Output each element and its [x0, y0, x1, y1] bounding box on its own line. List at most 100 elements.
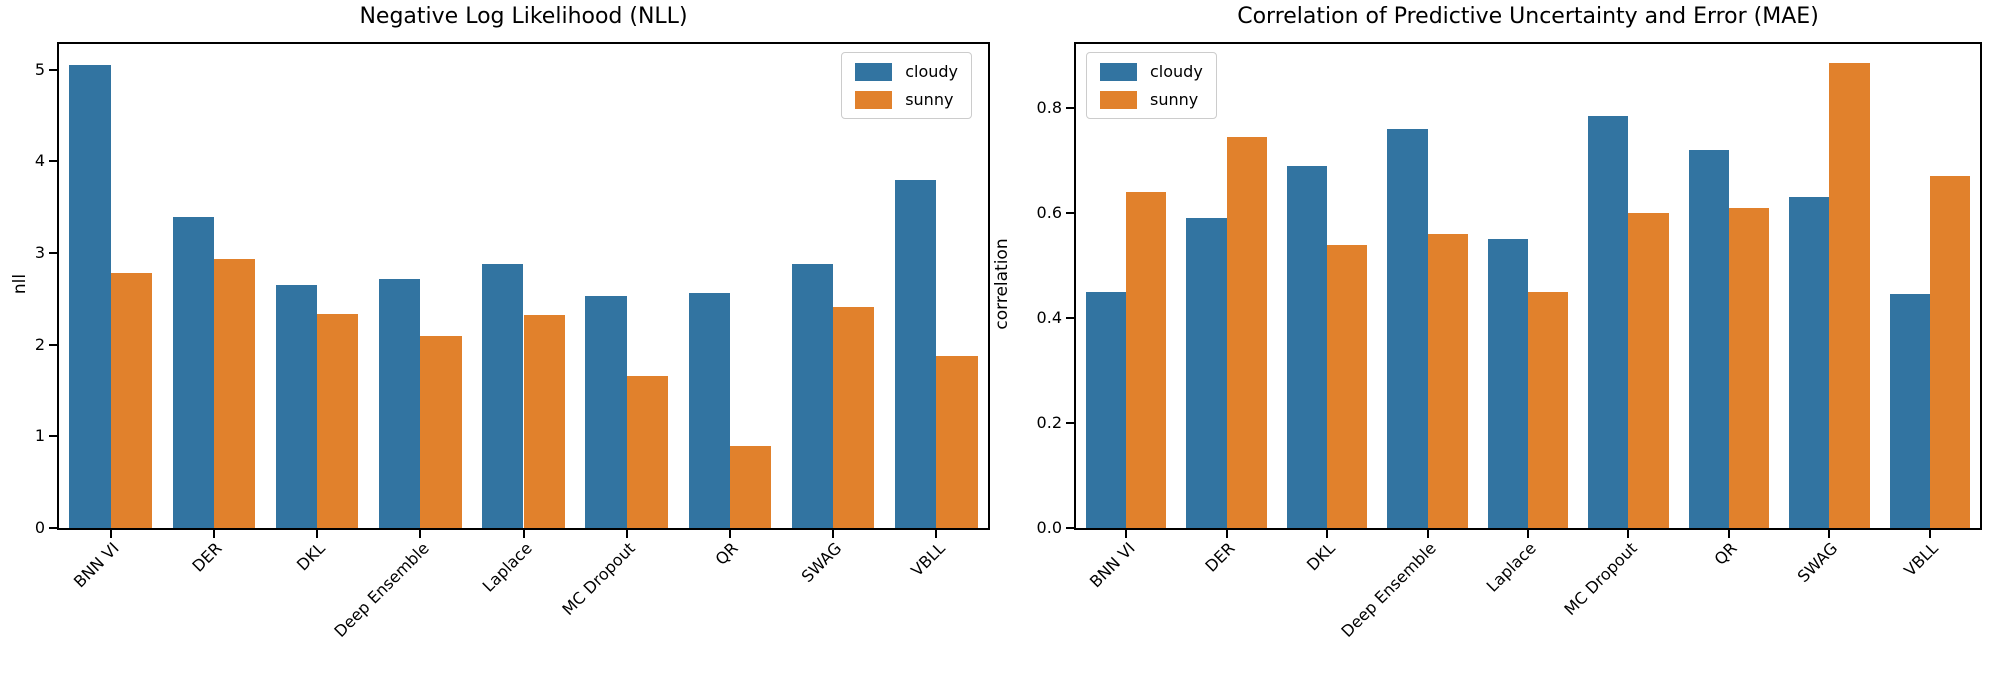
bar-sunny	[1327, 244, 1368, 528]
y-tick-label: 2	[34, 334, 45, 354]
y-tick-mark	[49, 435, 57, 438]
bar-sunny	[420, 336, 462, 528]
legend-swatch-cloudy	[855, 62, 893, 81]
legend-swatch-cloudy	[1100, 62, 1137, 81]
y-tick-label: 0.4	[1036, 308, 1062, 328]
bar-cloudy	[585, 296, 627, 528]
x-tick-mark	[1426, 530, 1429, 538]
bar-cloudy	[1186, 218, 1227, 528]
legend-item-sunny: sunny	[1100, 90, 1203, 109]
x-tick-label: MC Dropout	[1560, 538, 1641, 620]
bar-cloudy	[69, 65, 111, 528]
x-tick-label: BNN VI	[1085, 538, 1139, 592]
x-tick-mark	[212, 530, 215, 538]
x-tick-label: SWAG	[797, 538, 846, 587]
nll-y-axis-label: nll	[10, 273, 30, 295]
bar-sunny	[1628, 213, 1669, 528]
y-tick-label: 0.0	[1036, 518, 1062, 537]
x-tick-label: QR	[711, 538, 742, 569]
x-tick-label: BNN VI	[69, 538, 123, 592]
legend: cloudy sunny	[1086, 52, 1217, 120]
bar-cloudy	[1086, 291, 1127, 528]
bar-cloudy	[895, 179, 937, 528]
x-tick-mark	[625, 530, 628, 538]
x-tick-mark	[935, 530, 938, 538]
y-tick-label: 5	[34, 59, 45, 79]
x-tick-label: DER	[188, 538, 226, 576]
y-tick-mark	[1066, 212, 1074, 215]
bar-sunny	[523, 315, 565, 528]
x-tick-label: Deep Ensemble	[329, 538, 433, 641]
legend-label-cloudy: cloudy	[905, 62, 958, 81]
x-tick-mark	[1727, 530, 1730, 538]
y-tick-mark	[1066, 422, 1074, 425]
bar-sunny	[1728, 207, 1770, 528]
correlation-y-axis-label: correlation	[992, 238, 1012, 330]
legend-item-sunny: sunny	[855, 90, 958, 109]
legend-label-cloudy: cloudy	[1150, 62, 1203, 81]
bar-sunny	[1829, 63, 1870, 528]
bar-sunny	[936, 355, 978, 528]
x-tick-label: Laplace	[1482, 538, 1541, 596]
x-tick-mark	[1225, 530, 1228, 538]
bar-cloudy	[791, 264, 834, 528]
x-tick-mark	[522, 530, 525, 538]
y-tick-mark	[1066, 317, 1074, 320]
y-tick-mark	[49, 343, 57, 346]
legend-item-cloudy: cloudy	[855, 62, 958, 81]
nll-plot-area: 0 1 2 3 4 5 BNN VI DER DKL Deep Ensemble Laplace MC…	[35, 42, 990, 641]
x-tick-mark	[1828, 530, 1831, 538]
y-tick-mark	[49, 68, 57, 71]
bar-sunny	[1226, 136, 1267, 528]
x-tick-label: QR	[1710, 538, 1741, 569]
x-tick-label: VBLL	[1900, 538, 1942, 581]
legend-label-sunny: sunny	[905, 90, 954, 110]
legend-label-sunny: sunny	[1150, 90, 1199, 110]
correlation-chart-title: Correlation of Predictive Uncertainty an…	[1237, 4, 1819, 29]
bar-sunny	[729, 445, 772, 528]
nll-chart-title: Negative Log Likelihood (NLL)	[359, 4, 688, 29]
bar-sunny	[110, 273, 152, 528]
x-tick-mark	[832, 530, 835, 538]
y-tick-mark	[1066, 107, 1074, 110]
x-tick-label: Laplace	[478, 538, 536, 596]
bar-cloudy	[1487, 239, 1528, 528]
y-tick-label: 4	[34, 151, 45, 171]
x-tick-mark	[1627, 530, 1630, 538]
y-tick-label: 0.8	[1036, 98, 1062, 118]
x-tick-label: Deep Ensemble	[1337, 538, 1440, 641]
x-tick-label: MC Dropout	[558, 538, 639, 620]
bar-sunny	[317, 313, 359, 528]
bar-cloudy	[482, 264, 524, 528]
y-tick-mark	[49, 252, 57, 254]
x-tick-mark	[1928, 530, 1931, 538]
x-tick-mark	[1527, 530, 1529, 538]
bar-cloudy	[688, 293, 730, 528]
x-tick-mark	[1125, 530, 1128, 538]
legend-swatch-sunny	[1100, 90, 1137, 109]
y-tick-label: 0.6	[1036, 203, 1062, 223]
y-tick-label: 1	[34, 426, 45, 446]
bar-cloudy	[1789, 197, 1830, 528]
legend: cloudy sunny	[841, 52, 972, 120]
x-tick-label: DKL	[1303, 538, 1340, 575]
y-tick-mark	[49, 527, 57, 529]
y-tick-label: 0.2	[1036, 413, 1062, 433]
bar-cloudy	[378, 278, 421, 528]
bar-sunny	[1126, 192, 1167, 528]
x-tick-label: DER	[1201, 538, 1239, 576]
bar-sunny	[1528, 291, 1569, 528]
bar-sunny	[626, 375, 668, 528]
x-tick-mark	[728, 530, 731, 538]
bar-sunny	[1427, 234, 1468, 528]
bar-sunny	[833, 307, 875, 528]
y-tick-mark	[1066, 527, 1074, 529]
x-tick-label: VBLL	[906, 538, 949, 581]
legend-swatch-sunny	[855, 90, 893, 109]
bar-cloudy	[1688, 150, 1729, 528]
x-tick-mark	[1326, 530, 1329, 538]
x-tick-mark	[419, 530, 422, 538]
bar-cloudy	[1387, 129, 1428, 528]
bar-cloudy	[172, 217, 214, 528]
